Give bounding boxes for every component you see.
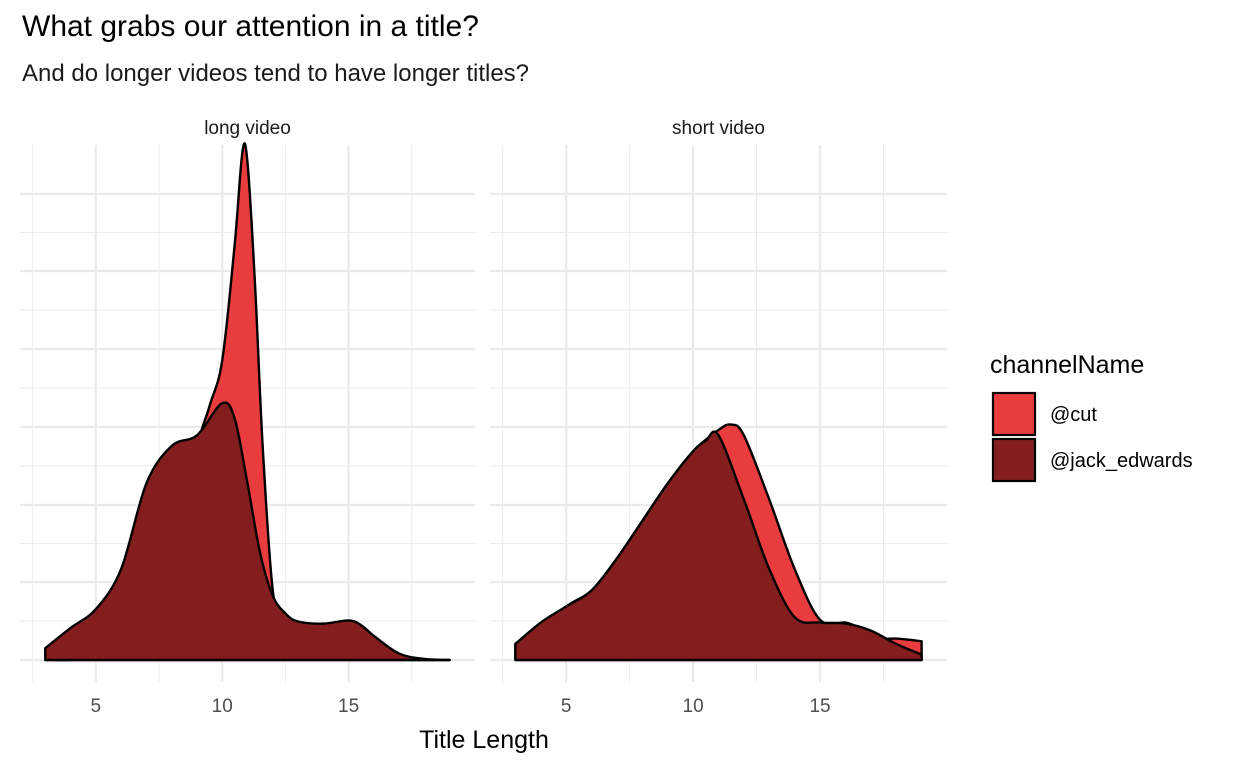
legend-entry-label: @jack_edwards bbox=[1050, 450, 1193, 472]
facet-label: short video bbox=[672, 118, 765, 139]
x-tick-label: 15 bbox=[338, 696, 359, 717]
x-tick-label: 5 bbox=[91, 696, 102, 717]
chart-subtitle: And do longer videos tend to have longer… bbox=[22, 60, 530, 87]
density-area-jack-edwards bbox=[44, 401, 451, 662]
legend: channelName @cut @jack_edwards bbox=[990, 351, 1193, 483]
legend-entry-label: @cut bbox=[1050, 404, 1097, 426]
facet-label: long video bbox=[204, 118, 291, 139]
legend-swatch bbox=[991, 391, 1037, 437]
x-tick-label: 15 bbox=[809, 696, 830, 717]
x-tick-label: 10 bbox=[212, 696, 233, 717]
x-axis-label: Title Length bbox=[419, 726, 549, 754]
chart-title: What grabs our attention in a title? bbox=[22, 10, 479, 43]
legend-title: channelName bbox=[990, 351, 1144, 379]
density-area-jack-edwards bbox=[514, 430, 923, 662]
x-tick-label: 10 bbox=[683, 696, 704, 717]
facet-panel-long: long video 5 10 15 bbox=[20, 118, 475, 717]
legend-swatch bbox=[991, 437, 1037, 483]
x-tick-label: 5 bbox=[561, 696, 572, 717]
facet-panel-short: short video 5 10 15 bbox=[490, 118, 947, 717]
